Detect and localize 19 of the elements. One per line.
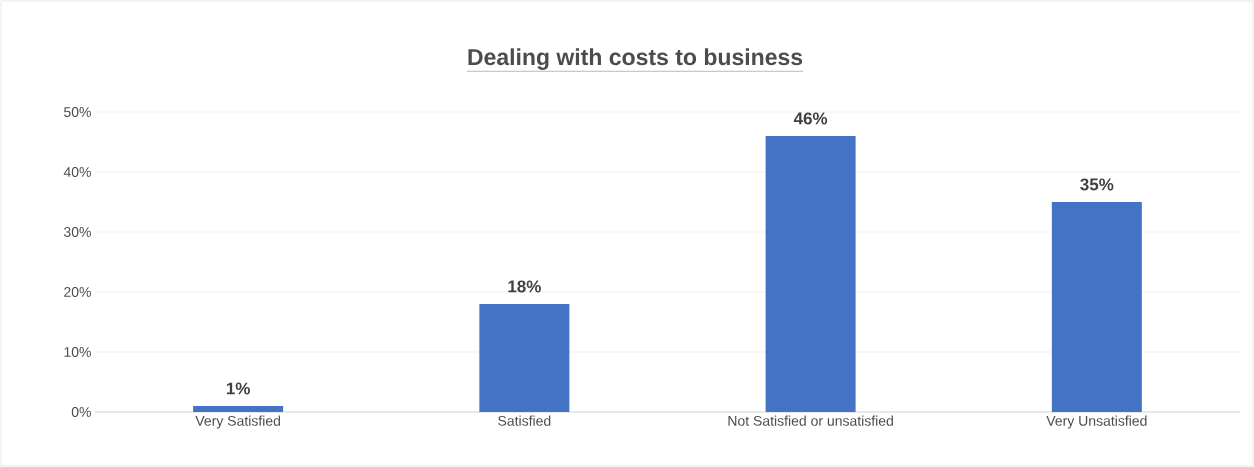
data-label: 35%: [1080, 178, 1114, 191]
x-tick-label: Very Satisfied: [195, 415, 281, 429]
bar: [479, 304, 570, 412]
data-label: 46%: [793, 112, 828, 125]
x-tick-label: Satisfied: [498, 415, 551, 426]
x-tick-label: Not Satisfied or unsatisfied: [728, 415, 893, 426]
chart-title: Dealing with costs to business: [468, 48, 803, 70]
bar: [1051, 202, 1142, 412]
bar: [193, 406, 284, 412]
data-label: 18%: [508, 280, 541, 293]
y-tick-label: 20%: [64, 287, 91, 297]
x-tick-label: Very Unsatisfied: [1046, 415, 1147, 429]
data-label: 1%: [226, 382, 250, 395]
bar: [765, 136, 856, 412]
y-tick-label: 0%: [71, 407, 91, 417]
y-tick-label: 30%: [63, 227, 91, 237]
y-tick-label: 10%: [64, 347, 91, 357]
y-tick-label: 50%: [64, 107, 91, 117]
y-tick-label: 40%: [63, 167, 91, 177]
